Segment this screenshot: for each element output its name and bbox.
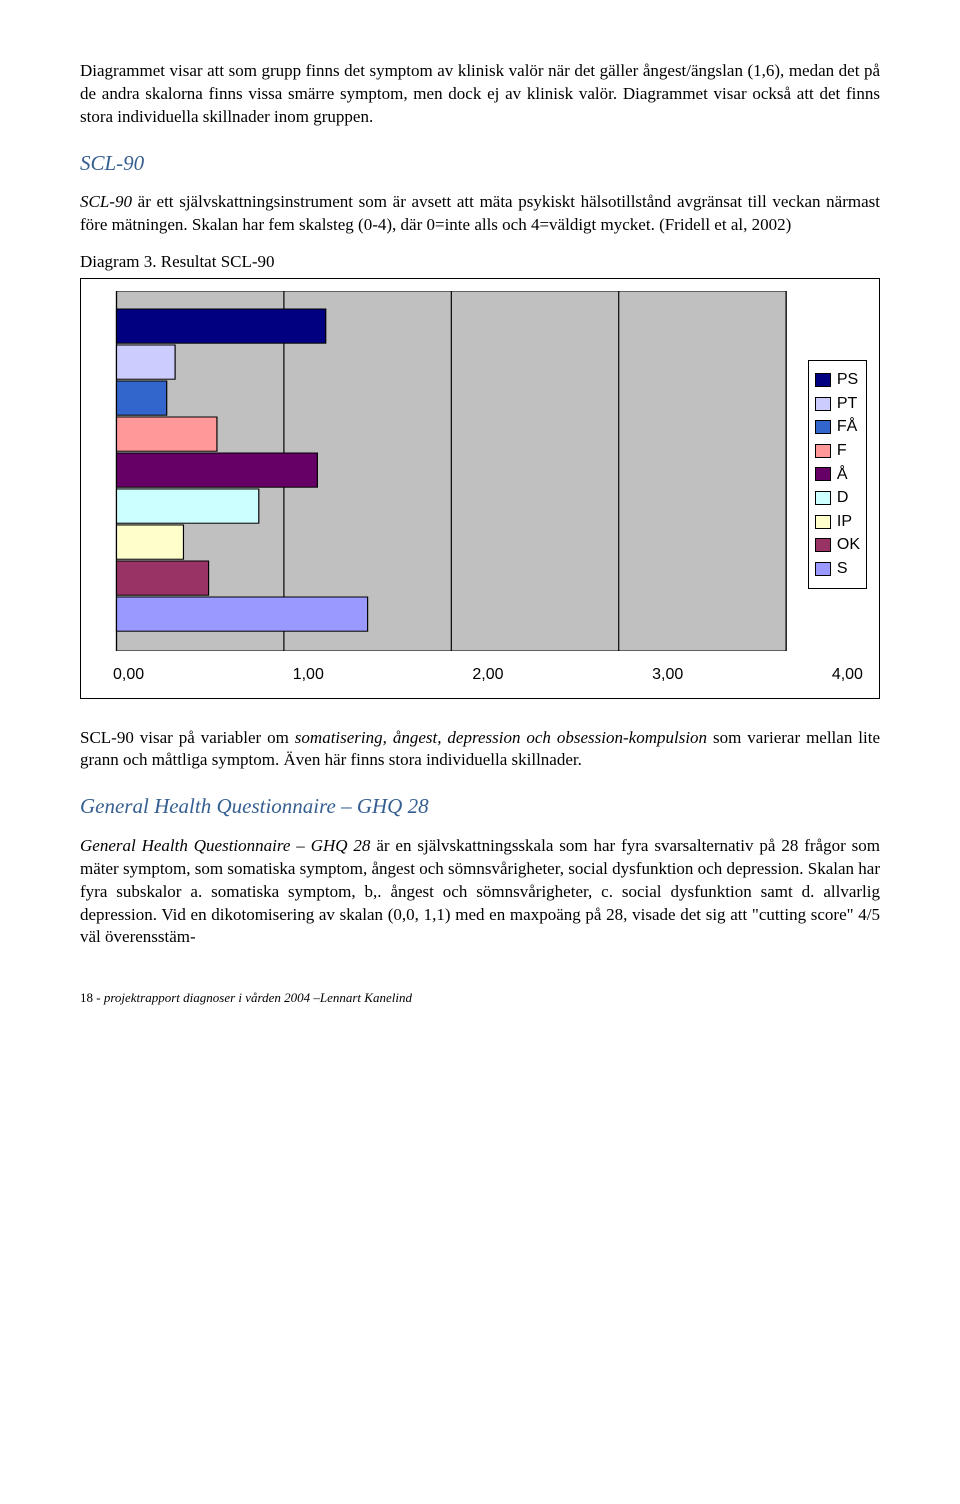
x-tick-label: 1,00 xyxy=(293,664,324,686)
legend-label: Å xyxy=(837,464,848,486)
footer-text: - projektrapport diagnoser i vården 2004… xyxy=(96,990,412,1005)
legend-item: S xyxy=(815,558,860,580)
legend-swatch xyxy=(815,397,831,411)
legend-label: OK xyxy=(837,534,860,556)
x-tick-label: 2,00 xyxy=(472,664,503,686)
legend-item: IP xyxy=(815,511,860,533)
legend-label: IP xyxy=(837,511,852,533)
legend-item: F xyxy=(815,440,860,462)
legend-swatch xyxy=(815,444,831,458)
legend-label: F xyxy=(837,440,847,462)
page-footer: 18 - projektrapport diagnoser i vården 2… xyxy=(80,989,880,1007)
x-tick-label: 3,00 xyxy=(652,664,683,686)
scl90-name: SCL-90 xyxy=(80,192,132,211)
legend-swatch xyxy=(815,373,831,387)
ghq28-name: General Health Questionnaire – GHQ 28 xyxy=(80,836,370,855)
page-number: 18 xyxy=(80,990,93,1005)
legend-swatch xyxy=(815,515,831,529)
legend-label: S xyxy=(837,558,848,580)
legend-swatch xyxy=(815,420,831,434)
legend-item: PS xyxy=(815,369,860,391)
intro-paragraph: Diagrammet visar att som grupp finns det… xyxy=(80,60,880,129)
section-heading-ghq28: General Health Questionnaire – GHQ 28 xyxy=(80,792,880,820)
section-heading-scl90: SCL-90 xyxy=(80,149,880,177)
diagram-label: Diagram 3. Resultat SCL-90 xyxy=(80,251,880,274)
chart-plot xyxy=(93,291,798,658)
legend-label: D xyxy=(837,487,849,509)
legend-label: PS xyxy=(837,369,858,391)
legend-item: FÅ xyxy=(815,416,860,438)
legend-item: PT xyxy=(815,393,860,415)
scl90-result-italic: somatisering, ångest, depression och obs… xyxy=(295,728,707,747)
legend-item: D xyxy=(815,487,860,509)
legend-label: FÅ xyxy=(837,416,857,438)
chart-legend: PSPTFÅFÅDIPOKS xyxy=(808,360,867,588)
legend-item: Å xyxy=(815,464,860,486)
ghq28-desc: General Health Questionnaire – GHQ 28 är… xyxy=(80,835,880,950)
legend-swatch xyxy=(815,562,831,576)
scl90-result-pre: SCL-90 visar på variabler om xyxy=(80,728,295,747)
legend-swatch xyxy=(815,467,831,481)
legend-label: PT xyxy=(837,393,857,415)
x-tick-label: 4,00 xyxy=(832,664,863,686)
scl90-result-paragraph: SCL-90 visar på variabler om somatiserin… xyxy=(80,727,880,773)
legend-item: OK xyxy=(815,534,860,556)
legend-swatch xyxy=(815,491,831,505)
scl90-desc: SCL-90 är ett självskattningsinstrument … xyxy=(80,191,880,237)
x-tick-label: 0,00 xyxy=(113,664,144,686)
chart-x-axis-labels: 0,00 1,00 2,00 3,00 4,00 xyxy=(93,664,867,686)
chart-container: PSPTFÅFÅDIPOKS 0,001,002,003,004,00 xyxy=(80,278,880,699)
legend-swatch xyxy=(815,538,831,552)
scl90-desc-rest: är ett självskattningsinstrument som är … xyxy=(80,192,880,234)
